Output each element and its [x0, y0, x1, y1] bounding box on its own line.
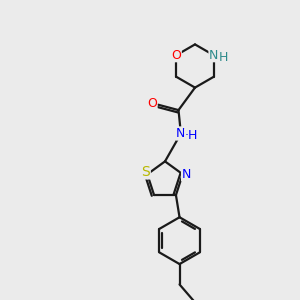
- Text: H: H: [219, 51, 228, 64]
- Text: ·H: ·H: [185, 129, 198, 142]
- Text: N: N: [176, 127, 186, 140]
- Text: O: O: [147, 97, 157, 110]
- Text: S: S: [141, 165, 150, 179]
- Text: N: N: [182, 168, 191, 181]
- Text: N: N: [209, 49, 218, 62]
- Text: O: O: [171, 49, 181, 62]
